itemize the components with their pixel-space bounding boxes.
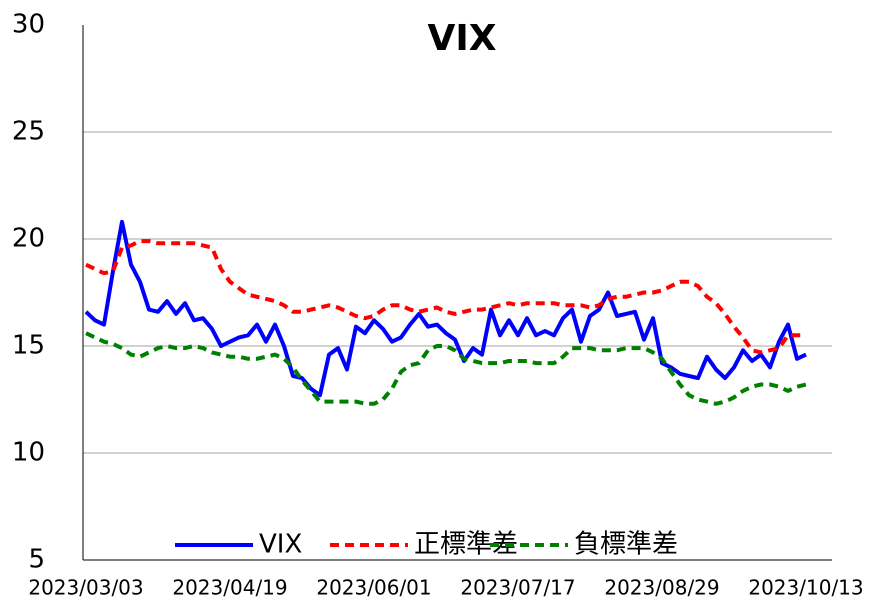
- series-line: [85, 331, 807, 406]
- series-line: [85, 239, 806, 355]
- x-tick-label: 2023/07/17: [460, 576, 575, 600]
- y-tick-label: 30: [12, 10, 45, 40]
- chart-title: VIX: [427, 18, 496, 59]
- y-tick-label: 25: [12, 117, 45, 147]
- legend-label: 正標準差: [414, 530, 518, 560]
- x-tick-label: 2023/10/13: [748, 576, 863, 600]
- legend-label: VIX: [259, 530, 302, 560]
- x-tick-label: 2023/08/29: [604, 576, 719, 600]
- x-tick-label: 2023/03/03: [28, 576, 143, 600]
- series-line: [84, 219, 807, 398]
- x-tick-label: 2023/06/01: [316, 576, 431, 600]
- y-tick-label: 15: [12, 331, 45, 361]
- y-tick-label: 10: [12, 438, 45, 468]
- x-tick-label: 2023/04/19: [172, 576, 287, 600]
- y-tick-label: 5: [28, 545, 45, 575]
- legend-label: 負標準差: [574, 530, 678, 560]
- y-tick-label: 20: [12, 224, 45, 254]
